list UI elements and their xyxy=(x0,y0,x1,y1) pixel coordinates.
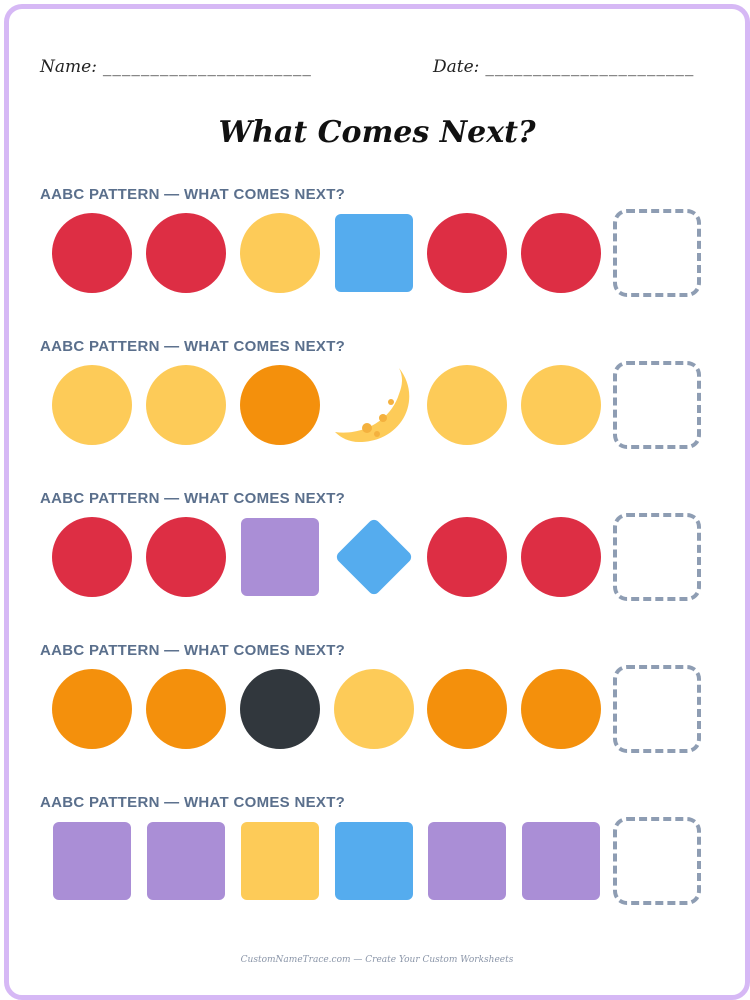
purple-square-icon xyxy=(145,820,227,902)
pattern-label: AABC PATTERN — WHAT COMES NEXT? xyxy=(40,186,346,203)
yellow-square-icon xyxy=(239,820,321,902)
yellow-circle-icon xyxy=(333,668,415,750)
answer-box[interactable] xyxy=(613,209,701,297)
yellow-circle-icon xyxy=(51,364,133,446)
orange-circle-icon xyxy=(51,668,133,750)
name-field[interactable]: Name: ______________________ xyxy=(40,57,312,77)
red-circle-icon xyxy=(145,212,227,294)
red-circle-icon xyxy=(426,516,508,598)
pattern-label: AABC PATTERN — WHAT COMES NEXT? xyxy=(40,338,346,355)
pattern-row: AABC PATTERN — WHAT COMES NEXT? xyxy=(9,642,745,772)
crescent-moon-icon xyxy=(333,364,415,446)
answer-box[interactable] xyxy=(613,361,701,449)
blue-square-icon xyxy=(333,212,415,294)
date-label: Date: xyxy=(433,57,480,77)
yellow-circle-icon xyxy=(239,212,321,294)
red-circle-icon xyxy=(51,212,133,294)
pattern-label: AABC PATTERN — WHAT COMES NEXT? xyxy=(40,794,346,811)
pattern-row: AABC PATTERN — WHAT COMES NEXT? xyxy=(9,490,745,620)
purple-square-icon xyxy=(426,820,508,902)
orange-circle-icon xyxy=(145,668,227,750)
orange-circle-icon xyxy=(520,668,602,750)
purple-square-icon xyxy=(51,820,133,902)
page-title: What Comes Next? xyxy=(218,115,536,150)
black-circle-icon xyxy=(239,668,321,750)
blue-diamond-icon xyxy=(333,516,415,598)
red-circle-icon xyxy=(145,516,227,598)
answer-box[interactable] xyxy=(613,817,701,905)
pattern-label: AABC PATTERN — WHAT COMES NEXT? xyxy=(40,490,346,507)
yellow-circle-icon xyxy=(426,364,508,446)
pattern-label: AABC PATTERN — WHAT COMES NEXT? xyxy=(40,642,346,659)
answer-box[interactable] xyxy=(613,665,701,753)
yellow-circle-icon xyxy=(145,364,227,446)
pattern-row: AABC PATTERN — WHAT COMES NEXT? xyxy=(9,794,745,924)
purple-square-icon xyxy=(239,516,321,598)
pattern-row: AABC PATTERN — WHAT COMES NEXT? xyxy=(9,186,745,316)
name-line: ______________________ xyxy=(102,57,312,77)
yellow-circle-icon xyxy=(520,364,602,446)
orange-circle-icon xyxy=(426,668,508,750)
footer-text: CustomNameTrace.com — Create Your Custom… xyxy=(240,955,514,965)
orange-circle-icon xyxy=(239,364,321,446)
date-field[interactable]: Date: ______________________ xyxy=(433,57,694,77)
worksheet-page: Name: ______________________ Date: _______… xyxy=(4,4,750,1000)
answer-box[interactable] xyxy=(613,513,701,601)
red-circle-icon xyxy=(51,516,133,598)
purple-square-icon xyxy=(520,820,602,902)
red-circle-icon xyxy=(520,516,602,598)
pattern-row: AABC PATTERN — WHAT COMES NEXT? xyxy=(9,338,745,468)
date-line: ______________________ xyxy=(485,57,695,77)
blue-square-icon xyxy=(333,820,415,902)
name-label: Name: xyxy=(40,57,97,77)
red-circle-icon xyxy=(426,212,508,294)
red-circle-icon xyxy=(520,212,602,294)
